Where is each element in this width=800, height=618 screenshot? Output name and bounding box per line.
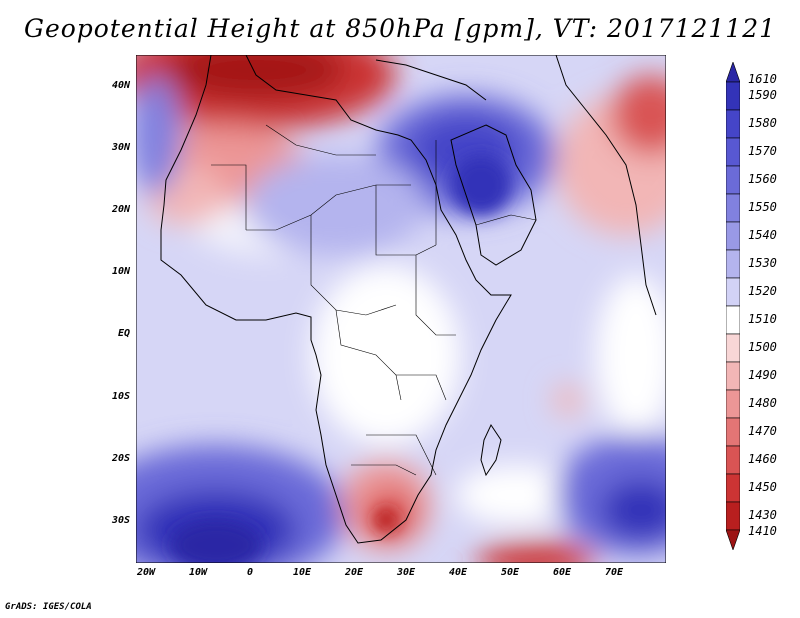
lon-tick-label: 30E [396, 567, 416, 578]
lon-tick-label: 60E [552, 567, 572, 578]
colorbar-segment [726, 473, 740, 503]
colorbar-segment [726, 277, 740, 307]
lat-tick-label: 10N [111, 266, 130, 277]
colorbar-label: 1560 [748, 172, 777, 186]
colorbar-segment [726, 445, 740, 475]
colorbar-label: 1550 [748, 200, 777, 214]
colorbar-segment [726, 249, 740, 279]
lat-tick-label: 40N [111, 80, 130, 91]
lat-tick-label: 20N [111, 204, 130, 215]
colorbar-label: 1510 [748, 312, 777, 326]
height-field-map [136, 55, 666, 563]
chart-title: Geopotential Height at 850hPa [gpm], VT:… [23, 14, 777, 43]
colorbar-label: 1480 [748, 396, 777, 410]
colorbar-label: 1520 [748, 284, 777, 298]
colorbar-label: 1580 [748, 116, 777, 130]
colorbar-label: 1500 [748, 340, 777, 354]
lat-tick-label: 30S [111, 515, 130, 526]
colorbar-top-arrow [726, 62, 740, 83]
colorbar-label: 1410 [748, 524, 777, 538]
colorbar-segment [726, 221, 740, 251]
lat-tick-label: 20S [111, 453, 130, 464]
coastlines [160, 55, 657, 544]
lat-tick-label: EQ [117, 328, 130, 339]
colorbar-label: 1450 [748, 480, 777, 494]
colorbar-segment [726, 81, 740, 111]
lon-tick-label: 10W [188, 567, 208, 578]
lon-tick-label: 40E [448, 567, 468, 578]
colorbar-label: 1490 [748, 368, 777, 382]
lon-tick-label: 0 [246, 567, 254, 578]
lat-tick-label: 30N [111, 142, 130, 153]
colorbar-segment [726, 417, 740, 447]
colorbar-label: 1430 [748, 508, 777, 522]
lon-tick-label: 10E [292, 567, 312, 578]
colorbar-label: 1540 [748, 228, 777, 242]
lon-tick-label: 20E [344, 567, 364, 578]
colorbar-label: 1590 [748, 88, 777, 102]
colorbar-label: 1610 [748, 72, 777, 86]
lon-tick-label: 20W [136, 567, 156, 578]
colorbar-label: 1470 [748, 424, 777, 438]
lon-tick-label: 70E [604, 567, 624, 578]
colorbar-segment [726, 137, 740, 167]
lat-tick-label: 10S [111, 391, 130, 402]
colorbar-label: 1530 [748, 256, 777, 270]
credit-text: GrADS: IGES/COLA [5, 602, 92, 612]
colorbar-segment [726, 165, 740, 195]
colorbar-bottom-arrow [726, 529, 740, 550]
map-panel [136, 55, 666, 563]
colorbar [726, 62, 740, 550]
colorbar-segment [726, 333, 740, 363]
country-borders [211, 124, 537, 476]
colorbar-segment [726, 361, 740, 391]
colorbar-label: 1460 [748, 452, 777, 466]
field-highlights [171, 155, 511, 563]
colorbar-segment [726, 193, 740, 223]
colorbar-segment [726, 389, 740, 419]
colorbar-segment [726, 501, 740, 531]
colorbar-label: 1570 [748, 144, 777, 158]
colorbar-segment [726, 305, 740, 335]
lon-tick-label: 50E [500, 567, 520, 578]
colorbar-segment [726, 109, 740, 139]
